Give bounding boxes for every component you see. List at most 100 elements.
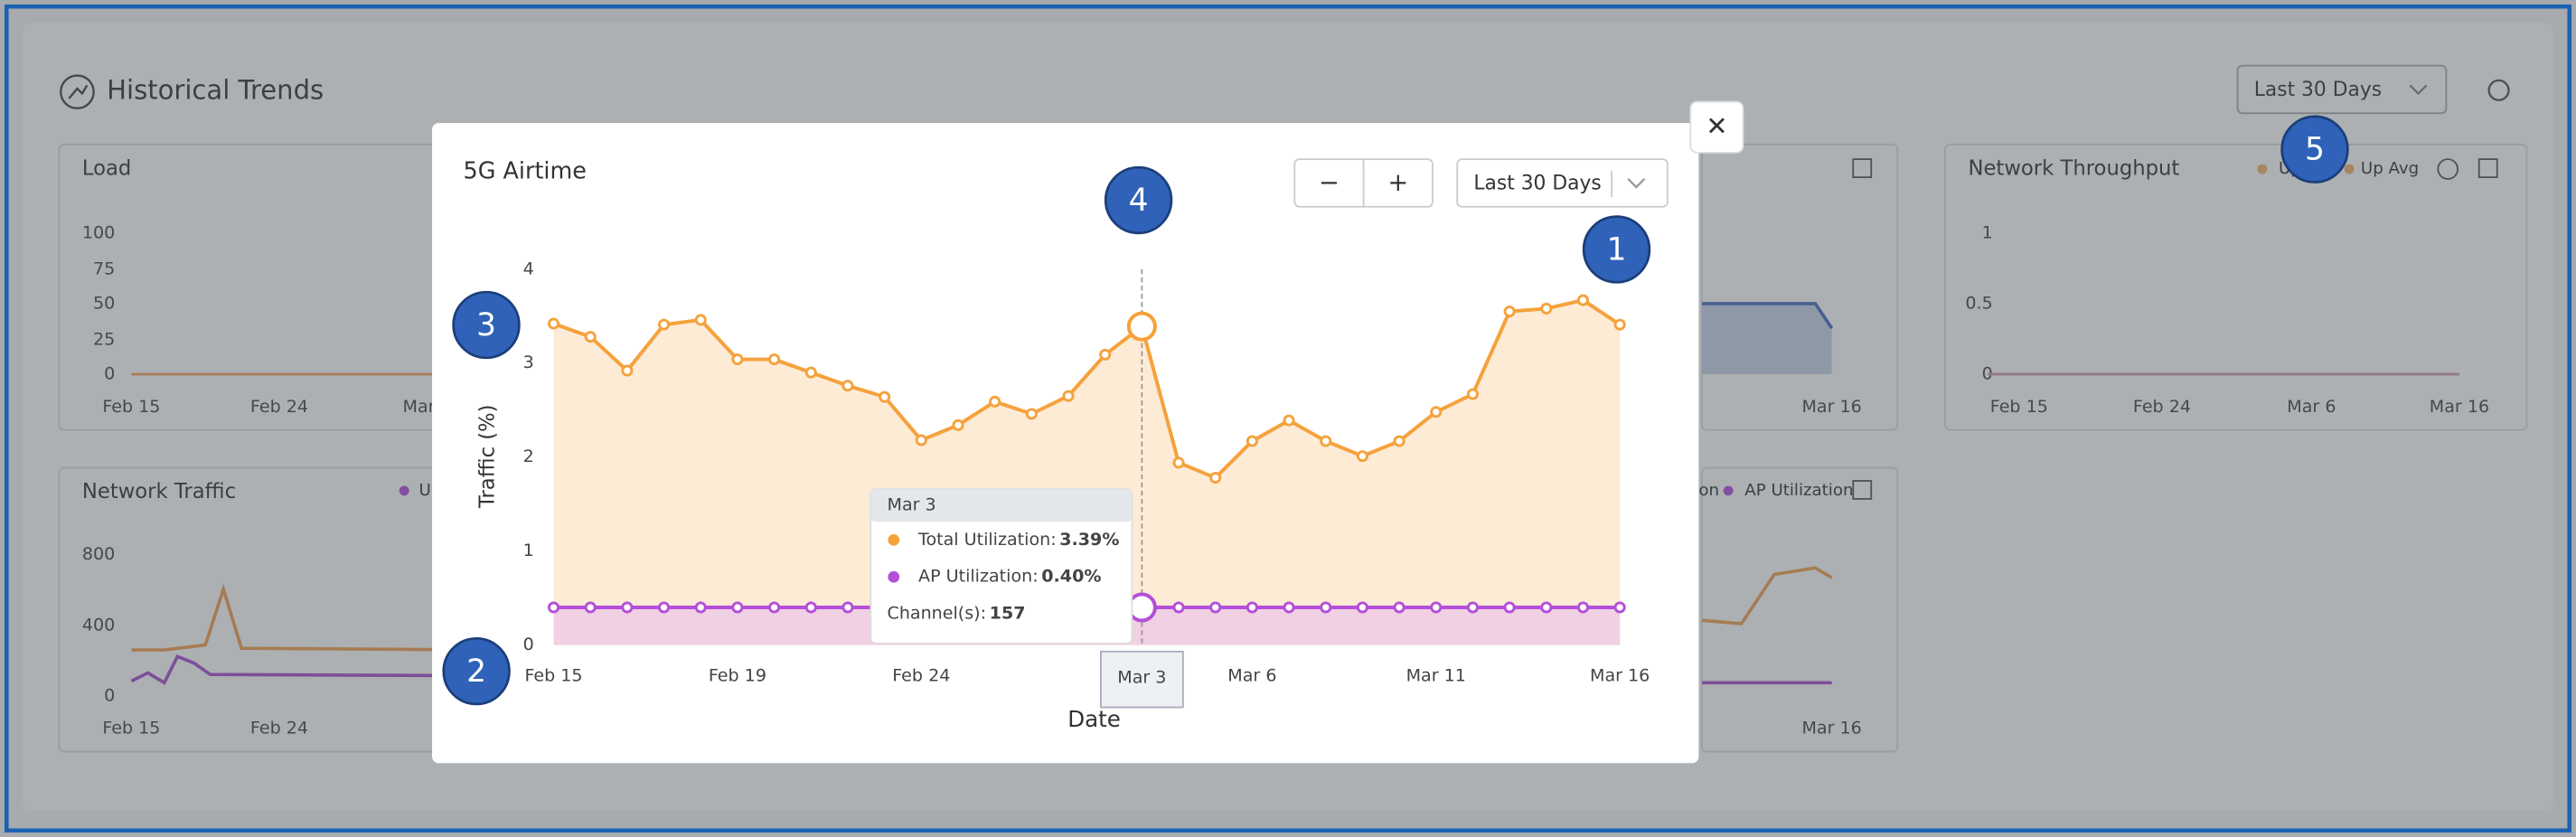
point: [952, 418, 964, 431]
range-dropdown[interactable]: [2236, 64, 2448, 115]
point: [1062, 390, 1075, 402]
point: [1172, 456, 1185, 469]
legend-label: U: [418, 481, 430, 500]
callout-badge: [442, 636, 511, 706]
callout-badge: [452, 290, 521, 360]
point: [694, 314, 707, 326]
point: [1283, 414, 1295, 427]
y-tick-label: 0: [523, 635, 534, 654]
range-dropdown-label[interactable]: Last 30 Days: [2254, 79, 2382, 101]
background-ticks: 100 75 50 25 0 Feb 15 Feb 24 Mar 1 0.5 0 Feb 15 Feb …: [82, 222, 2489, 738]
point: [1430, 406, 1443, 418]
close-icon[interactable]: ✕: [1706, 111, 1727, 142]
point: [1576, 294, 1590, 306]
y-tick-label: 0: [1982, 363, 1993, 383]
bg-line: [1702, 302, 1834, 330]
hover-x-label-box: [1100, 650, 1184, 709]
expand-icon[interactable]: [2477, 158, 2498, 179]
x-tick-label: Mar: [402, 397, 435, 417]
point: [1540, 601, 1553, 614]
close-button[interactable]: [1689, 100, 1744, 154]
tooltip-label: Channel(s):: [888, 604, 987, 624]
bg-line: [130, 654, 970, 685]
callout-badge: [1104, 165, 1173, 235]
card-throughput: [1944, 143, 2528, 431]
x-axis-title: Date: [1067, 706, 1121, 732]
point: [1466, 388, 1479, 400]
y-tick-label: 50: [93, 293, 115, 313]
point: [621, 364, 634, 377]
point: [768, 601, 781, 614]
legend-label: Up Avg: [2361, 159, 2419, 178]
point: [1246, 601, 1258, 614]
y-tick-label: 2: [523, 447, 534, 466]
info-icon[interactable]: [2437, 158, 2459, 180]
callout-number: 2: [466, 654, 486, 690]
point: [731, 353, 744, 366]
y-tick-label: 100: [82, 222, 115, 242]
legend-dot: [399, 485, 409, 496]
point: [1025, 408, 1038, 420]
legend-dot: [1723, 485, 1734, 496]
point: [1393, 601, 1406, 614]
callouts: 1 2 3 4 5: [442, 115, 2349, 706]
card-title: Load: [82, 157, 131, 181]
tooltip-header: [870, 489, 1133, 522]
point: [1356, 450, 1368, 463]
point: [1209, 472, 1222, 484]
y-tick-label: 0.5: [1965, 293, 1992, 313]
dropdown-caret: [1627, 178, 1646, 189]
expand-icon[interactable]: [1852, 158, 1873, 179]
point: [584, 601, 597, 614]
tooltip-value: 0.40%: [1041, 567, 1101, 587]
legend-dot: [2257, 164, 2268, 174]
callout-number: 3: [476, 307, 496, 343]
tooltip-dot: [888, 570, 900, 583]
point: [1283, 601, 1295, 614]
x-tick-label: Feb 15: [524, 666, 582, 686]
point: [841, 601, 854, 614]
point: [1393, 435, 1406, 447]
y-tick-label: 400: [82, 615, 115, 635]
x-tick-label: Mar 6: [1227, 666, 1276, 686]
x-tick-label: Feb 24: [892, 666, 950, 686]
y-tick-label: 1: [523, 541, 534, 560]
point: [879, 390, 891, 403]
point: [768, 353, 781, 366]
x-tick-label: Feb 15: [102, 719, 160, 738]
tooltip-title: Mar 3: [888, 495, 936, 515]
point: [1099, 348, 1112, 361]
plot: 0 1 2 3 4 Feb 15 Feb 19 Feb 24 Mar 6 Mar 11 Mar 16…: [523, 259, 1650, 709]
expand-icon[interactable]: [1852, 480, 1873, 500]
range-dropdown-label[interactable]: Last 30 Days: [1473, 172, 1601, 194]
refresh-button[interactable]: [2487, 79, 2510, 101]
y-tick-label: 25: [93, 329, 115, 349]
bg-line: [131, 583, 970, 655]
hover-point: [1126, 311, 1157, 342]
bg-area: [1702, 303, 1832, 374]
point: [658, 601, 671, 614]
range-dropdown[interactable]: [1456, 158, 1669, 208]
tooltip-label: Total Utilization:: [917, 530, 1057, 550]
point: [915, 434, 927, 447]
bg-line: [1701, 566, 1833, 625]
card-title: Network Traffic: [82, 480, 236, 503]
y-tick-label: 1: [1982, 222, 1993, 242]
point: [1613, 601, 1626, 614]
card-partial-2: [1701, 466, 1899, 753]
x-tick-label: Feb 24: [250, 397, 308, 417]
y-tick-label: 75: [93, 259, 115, 278]
point: [658, 318, 671, 331]
zoom-out-button[interactable]: −: [1319, 169, 1340, 197]
point: [1209, 601, 1222, 614]
point: [1576, 601, 1590, 614]
point: [1613, 318, 1626, 331]
legend-label: on: [1698, 481, 1719, 500]
point: [694, 601, 707, 614]
callout-number: 1: [1607, 231, 1627, 268]
card-title: Network Throughput: [1968, 157, 2179, 181]
zoom-in-button[interactable]: +: [1387, 169, 1408, 197]
x-tick-label: Feb 24: [2133, 397, 2191, 417]
